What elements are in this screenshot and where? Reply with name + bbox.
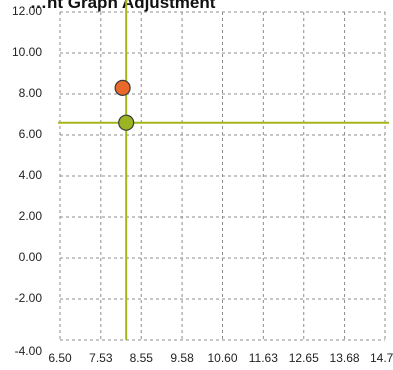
y-tick-label: 6.00 [19, 127, 43, 141]
y-tick-label: 12.00 [12, 4, 42, 18]
x-tick-label: 12.65 [289, 351, 319, 365]
y-tick-label: 8.00 [19, 86, 43, 100]
y-tick-label: 4.00 [19, 168, 43, 182]
crosshair[interactable] [58, 0, 389, 340]
x-tick-label: 13.68 [330, 351, 360, 365]
y-tick-label: -2.00 [15, 291, 43, 305]
x-tick-label: 8.55 [130, 351, 154, 365]
x-tick-label: 11.63 [249, 351, 278, 365]
x-tick-label: 6.50 [48, 351, 72, 365]
y-tick-label: 0.00 [19, 250, 43, 264]
chart-title: …nt Graph Adjustment [30, 0, 216, 12]
x-tick-label: 10.60 [207, 351, 237, 365]
x-tick-label: 9.58 [170, 351, 194, 365]
data-point-2[interactable] [118, 114, 135, 131]
data-points [114, 79, 135, 131]
x-axis-tick-labels: 6.50 7.53 8.55 9.58 10.60 11.63 12.65 13.68 14.7… [48, 351, 393, 365]
y-axis-tick-labels: 12.00 10.00 8.00 6.00 4.00 2.00 0.00 -2.00 -4.00 [12, 4, 42, 358]
y-tick-label: -4.00 [15, 344, 43, 358]
y-tick-label: 10.00 [12, 45, 42, 59]
x-tick-label: 14.70 [370, 351, 393, 365]
grid [59, 11, 386, 341]
y-tick-label: 2.00 [19, 209, 43, 223]
data-point-1[interactable] [114, 79, 131, 96]
x-tick-label: 7.53 [89, 351, 113, 365]
